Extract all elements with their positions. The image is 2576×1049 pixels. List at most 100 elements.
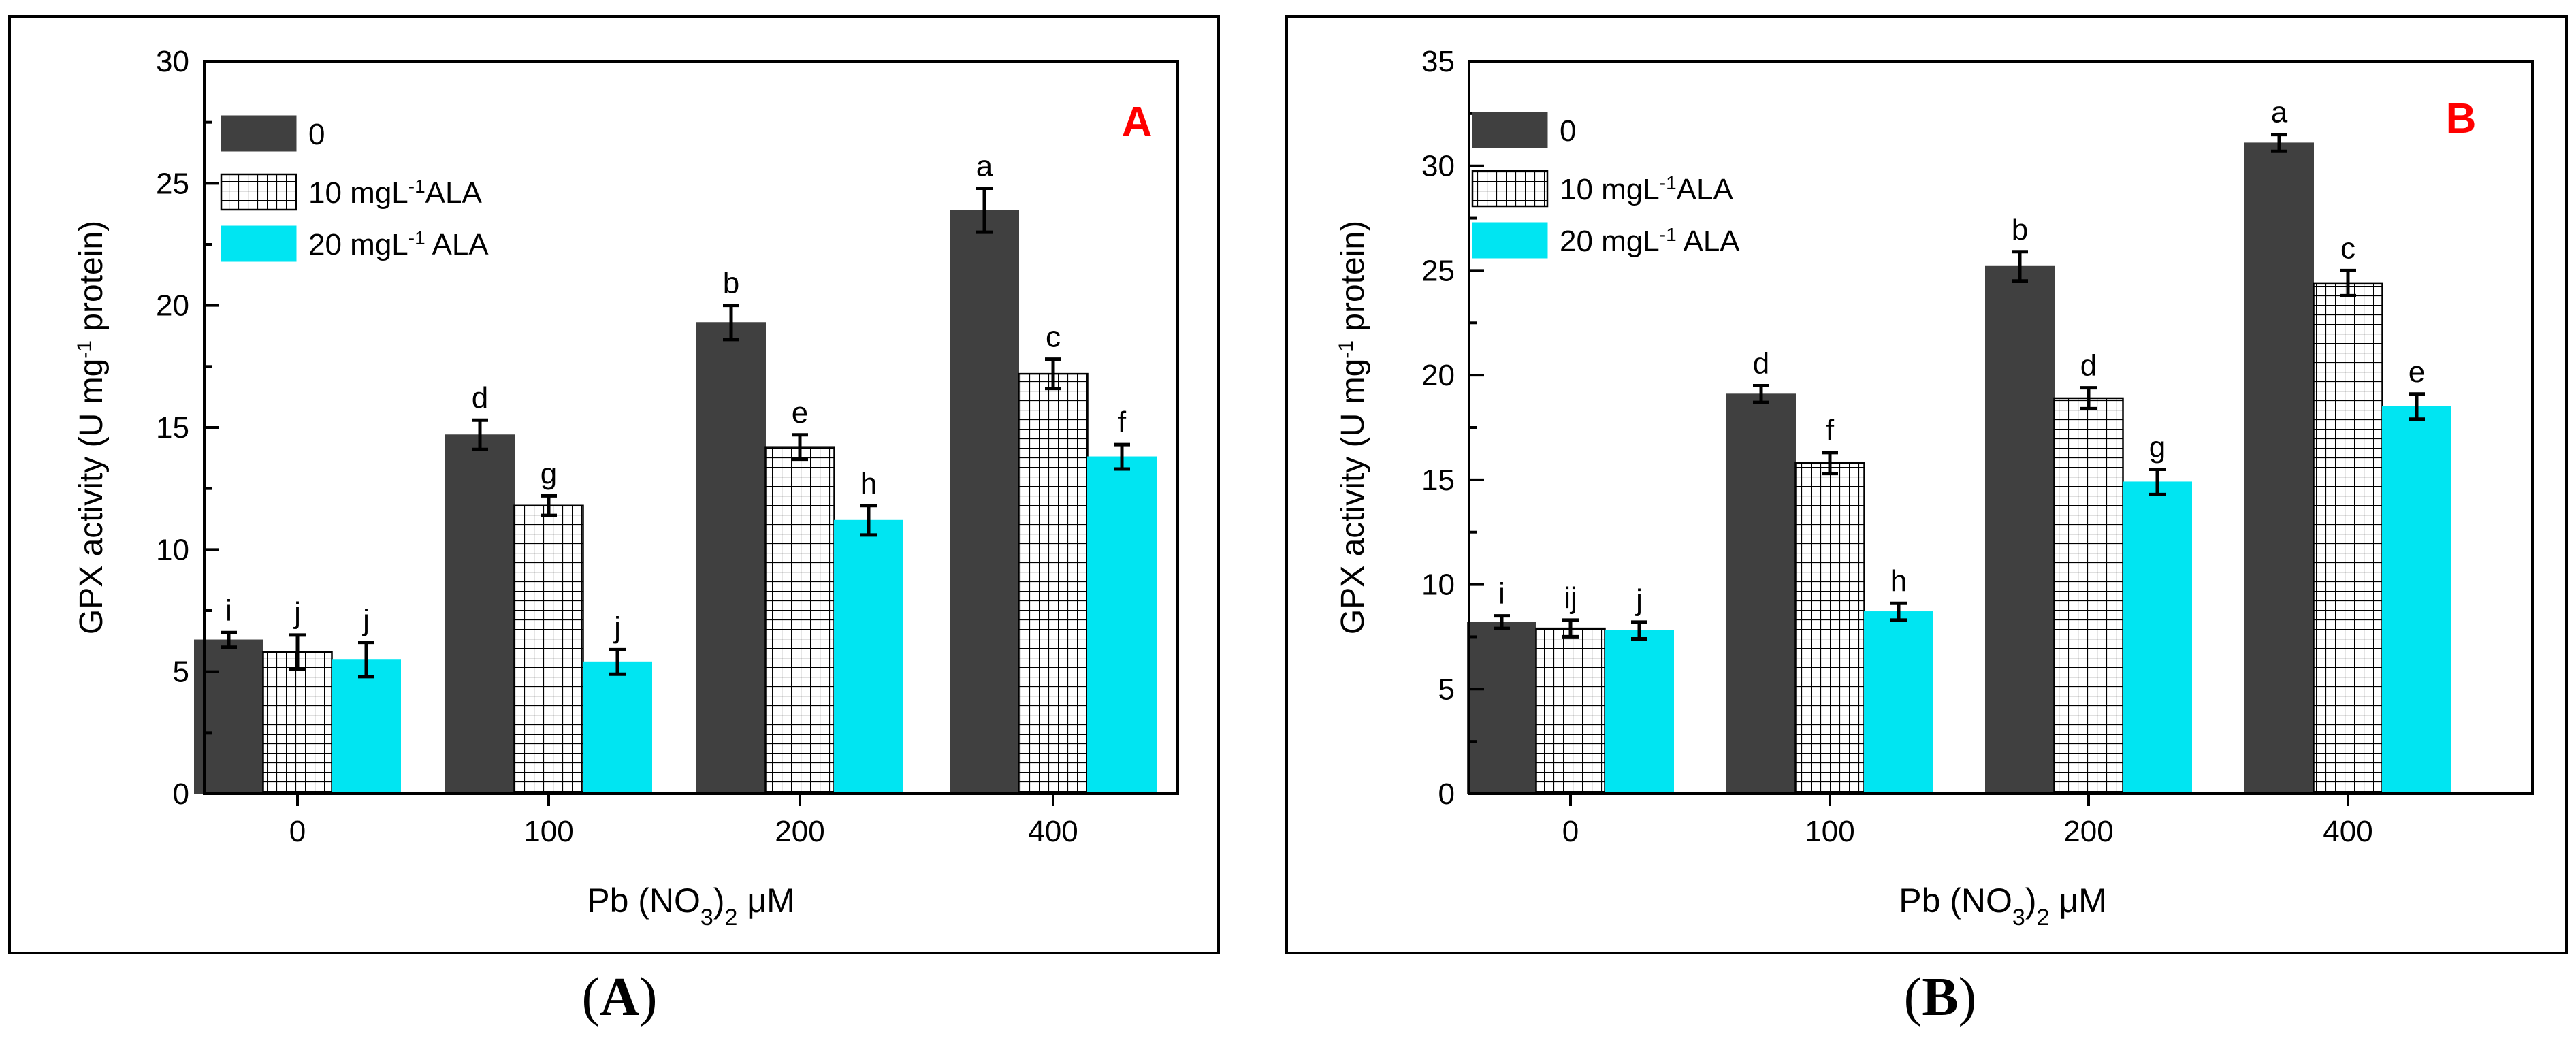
y-tick-label: 20 (156, 289, 189, 323)
panel-letter: B (2446, 95, 2477, 142)
x-axis-label: Pb (NO3)2 μM (1899, 882, 2107, 931)
error-bar (1494, 614, 1510, 630)
legend-label: 20 mgL-1 ALA (308, 227, 489, 262)
significance-letter: ij (1564, 581, 1577, 615)
significance-letter: f (1826, 414, 1835, 447)
legend-label: 10 mgL-1ALA (308, 176, 482, 210)
error-bar (2012, 250, 2028, 283)
error-bar (1631, 620, 1647, 641)
significance-letter: a (976, 150, 993, 183)
legend-label: 20 mgL-1 ALA (1560, 224, 1740, 259)
series-20-ala-bar (332, 659, 401, 794)
significance-letter: c (2340, 231, 2355, 265)
legend-label: 0 (1560, 114, 1576, 148)
error-bar (1753, 384, 1769, 404)
error-bar (1562, 618, 1579, 639)
significance-letter: a (2271, 96, 2288, 129)
y-tick-label: 30 (156, 45, 189, 78)
series-0-bar (2244, 142, 2314, 794)
series-20-ala-bar (2123, 481, 2192, 794)
y-tick-label: 10 (156, 533, 189, 566)
significance-letter: i (1498, 577, 1505, 611)
series-10-ala-bar (764, 446, 835, 795)
x-tick-label: 400 (1028, 815, 1078, 848)
series-20-ala-bar (1087, 456, 1157, 794)
significance-letter: b (2012, 213, 2028, 246)
x-tick-label: 0 (1562, 815, 1579, 848)
significance-letter: j (361, 604, 370, 637)
significance-letter: f (1118, 406, 1127, 439)
x-tick-label: 200 (775, 815, 824, 848)
series-10-ala-bar (262, 651, 333, 795)
series-0-bar (1467, 622, 1536, 794)
legend-swatch (1472, 112, 1548, 148)
error-bar (2271, 133, 2287, 153)
significance-letter: d (1753, 347, 1769, 381)
series-10-ala-bar (2053, 397, 2124, 795)
panel-letter: A (1122, 99, 1153, 146)
error-bar (1045, 357, 1061, 391)
series-10-ala-bar (1018, 372, 1089, 795)
x-axis-label: Pb (NO3)2 μM (587, 882, 795, 931)
x-tick-label: 400 (2323, 815, 2372, 848)
error-bar (2409, 392, 2425, 421)
significance-letter: c (1046, 321, 1061, 354)
series-10-ala-bar (1535, 627, 1606, 795)
error-bar (2340, 268, 2356, 297)
chart-panel-b: i d b a ij f d c j h g e 0 5 10 15 20 25 30 35 0 100 200 400 GPX… (1335, 45, 2534, 931)
y-tick-label: 5 (173, 656, 189, 689)
series-20-ala-bar (583, 661, 652, 794)
x-tick-label: 100 (524, 815, 573, 848)
legend-swatch (220, 173, 297, 211)
y-axis-label: GPX activity (U mg-1 protein) (1335, 221, 1372, 634)
series-20-ala-bar (834, 519, 903, 794)
y-tick-label: 15 (1421, 464, 1455, 497)
significance-letter: g (2149, 430, 2166, 464)
y-tick-label: 25 (1421, 254, 1455, 287)
error-bar (2149, 467, 2166, 496)
legend-swatch (1471, 170, 1549, 208)
legend-swatch (1472, 222, 1548, 259)
y-tick-label: 0 (173, 777, 189, 811)
error-bar (860, 504, 877, 537)
error-bar (2080, 386, 2097, 410)
series-10-ala-bar (2313, 282, 2383, 795)
y-tick-label: 35 (1421, 45, 1455, 78)
y-tick-label: 10 (1421, 568, 1455, 602)
legend-label: 10 mgL-1ALA (1560, 172, 1733, 207)
significance-letter: b (723, 267, 739, 300)
y-tick-label: 0 (1438, 777, 1455, 811)
series-0-bar (950, 210, 1019, 794)
series-0-bar (1726, 393, 1796, 794)
significance-letter: j (1635, 583, 1643, 617)
series-20-ala-bar (1605, 630, 1674, 794)
error-bar (472, 418, 488, 451)
series-20-ala-bar (2382, 406, 2451, 794)
error-bar (792, 433, 808, 462)
significance-letter: d (472, 381, 488, 415)
significance-letter: h (1890, 564, 1907, 598)
error-bar (1890, 601, 1907, 622)
y-axis-label: GPX activity (U mg-1 protein) (74, 221, 110, 634)
significance-letter: g (541, 457, 557, 490)
y-tick-label: 20 (1421, 359, 1455, 392)
series-20-ala-bar (1864, 611, 1933, 794)
legend-label: 0 (308, 118, 325, 151)
x-tick-label: 100 (1805, 815, 1854, 848)
series-10-ala-bar (513, 504, 584, 795)
error-bar (1822, 451, 1838, 476)
significance-letter: d (2080, 349, 2097, 383)
panel-b-caption: (B) (1903, 967, 1977, 1027)
error-bar (976, 187, 993, 234)
y-tick-label: 15 (156, 411, 189, 445)
error-bar (1114, 442, 1130, 471)
panel-a-caption: (A) (581, 967, 658, 1027)
error-bar (289, 633, 306, 671)
legend-swatch (221, 115, 297, 152)
y-tick-label: 25 (156, 167, 189, 200)
significance-letter: h (860, 467, 877, 500)
significance-letter: e (2409, 355, 2425, 389)
significance-letter: i (225, 594, 232, 627)
significance-letter: j (293, 596, 301, 630)
